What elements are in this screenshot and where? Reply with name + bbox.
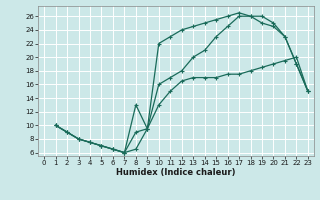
X-axis label: Humidex (Indice chaleur): Humidex (Indice chaleur) [116,168,236,177]
